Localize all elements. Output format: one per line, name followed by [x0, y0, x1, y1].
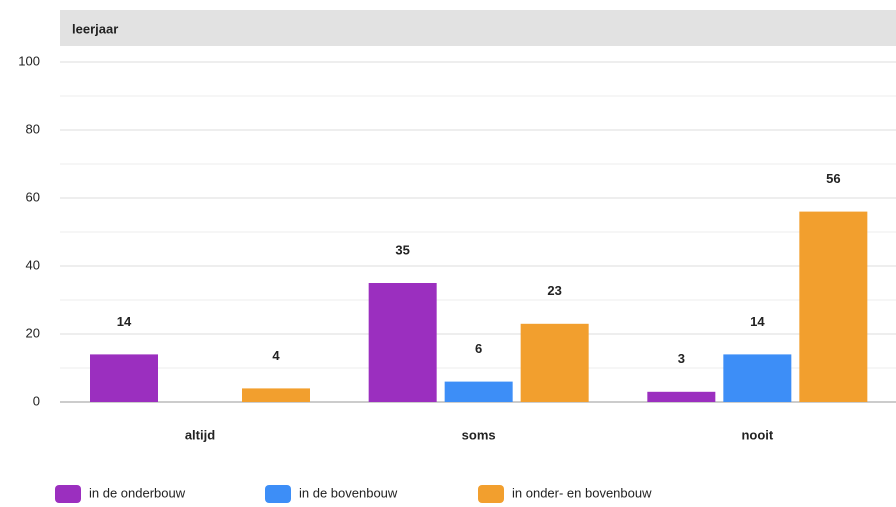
bar	[723, 354, 792, 402]
bar	[520, 323, 589, 402]
legend-swatch	[478, 485, 504, 503]
y-tick-label: 20	[26, 325, 40, 340]
header-bar	[60, 10, 896, 46]
data-label: 6	[475, 341, 482, 356]
legend-swatch	[265, 485, 291, 503]
legend-label: in de onderbouw	[89, 485, 186, 500]
data-label: 4	[272, 348, 280, 363]
y-tick-label: 0	[33, 393, 40, 408]
x-tick-label: altijd	[185, 427, 215, 442]
data-label: 14	[117, 314, 132, 329]
data-label: 14	[750, 314, 765, 329]
y-tick-label: 60	[26, 189, 40, 204]
y-tick-label: 40	[26, 257, 40, 272]
bar	[242, 388, 310, 402]
bar	[647, 391, 716, 402]
data-label: 35	[395, 242, 409, 257]
bar	[799, 211, 868, 402]
x-tick-label: soms	[462, 427, 496, 442]
bar	[90, 354, 158, 402]
legend-label: in de bovenbouw	[299, 485, 398, 500]
bar	[444, 381, 513, 402]
legend-label: in onder- en bovenbouw	[512, 485, 652, 500]
chart-title: leerjaar	[72, 21, 118, 36]
x-tick-label: nooit	[741, 427, 773, 442]
y-tick-label: 100	[18, 53, 40, 68]
legend-swatch	[55, 485, 81, 503]
bar	[368, 283, 437, 402]
y-tick-label: 80	[26, 121, 40, 136]
data-label: 23	[547, 283, 561, 298]
data-label: 3	[678, 351, 685, 366]
data-label: 56	[826, 171, 840, 186]
